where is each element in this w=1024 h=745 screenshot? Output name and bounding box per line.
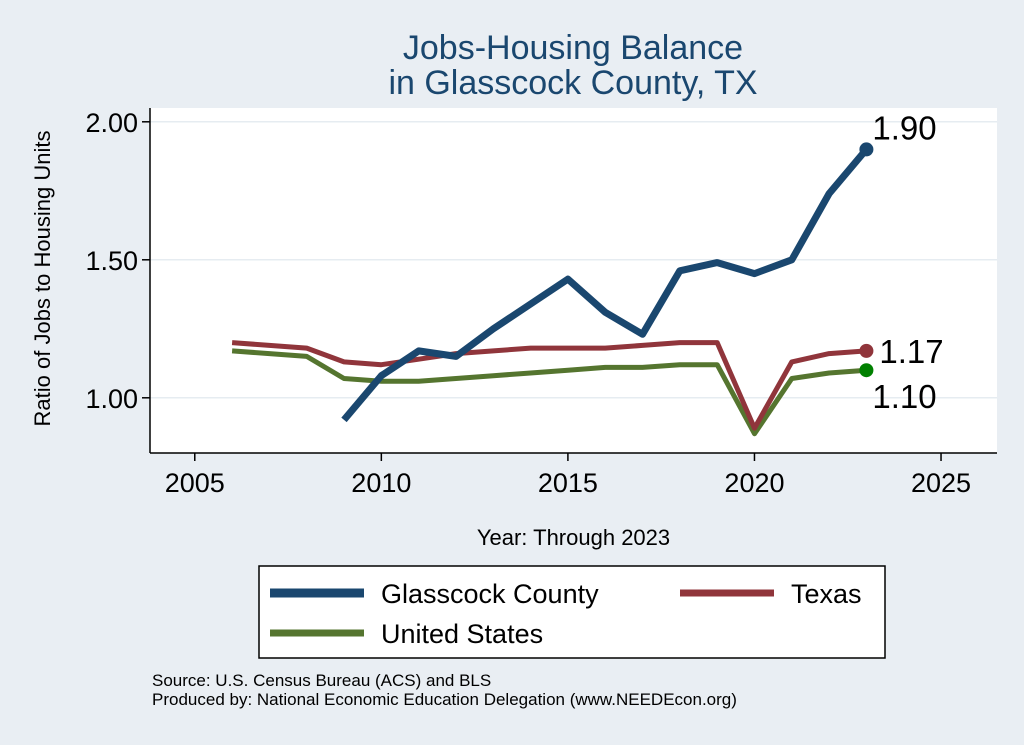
x-axis-label: Year: Through 2023	[477, 525, 670, 550]
series-line-texas	[231, 340, 867, 431]
series-layer	[231, 142, 874, 437]
x-tick-label: 2020	[724, 468, 784, 498]
y-axis-label: Ratio of Jobs to Housing Units	[30, 131, 55, 427]
y-tick-label: 1.50	[85, 246, 138, 276]
end-value-label: 1.17	[879, 333, 943, 370]
chart-title-line: in Glasscock County, TX	[388, 64, 757, 102]
source-line: Source: U.S. Census Bureau (ACS) and BLS	[152, 671, 492, 690]
legend-label: United States	[381, 619, 543, 649]
axes: 1.00 1.50 2.00 2005 2010 2015 2020 2025 Year: Th…	[30, 108, 997, 550]
x-tick-label: 2010	[351, 468, 411, 498]
end-point-marker	[859, 343, 874, 358]
end-value-label: 1.90	[872, 109, 936, 146]
y-tick-label: 1.00	[85, 384, 138, 414]
gridlines	[150, 121, 997, 399]
source-note: Source: U.S. Census Bureau (ACS) and BLS…	[152, 671, 737, 709]
x-tick-label: 2005	[165, 468, 225, 498]
end-point-marker	[859, 142, 874, 157]
y-tick-label: 2.00	[85, 108, 138, 138]
legend-box	[258, 565, 886, 659]
legend-label: Texas	[791, 579, 862, 609]
legend: Glasscock County Texas United States	[258, 565, 886, 659]
x-tick-label: 2025	[911, 468, 971, 498]
legend-entry: United States	[270, 619, 543, 649]
end-point-marker	[859, 363, 874, 378]
producer-line: Produced by: National Economic Education…	[152, 690, 737, 709]
series-line-glasscock-county	[341, 147, 870, 423]
legend-entry: Glasscock County	[270, 579, 599, 609]
chart-title-line: Jobs-Housing Balance	[403, 29, 743, 67]
x-tick-label: 2015	[538, 468, 598, 498]
legend-entry: Texas	[680, 579, 862, 609]
legend-label: Glasscock County	[381, 579, 599, 609]
series-line-united-states	[231, 348, 867, 437]
end-labels: 1.90 1.17 1.10	[872, 109, 943, 415]
end-value-label: 1.10	[872, 378, 936, 415]
